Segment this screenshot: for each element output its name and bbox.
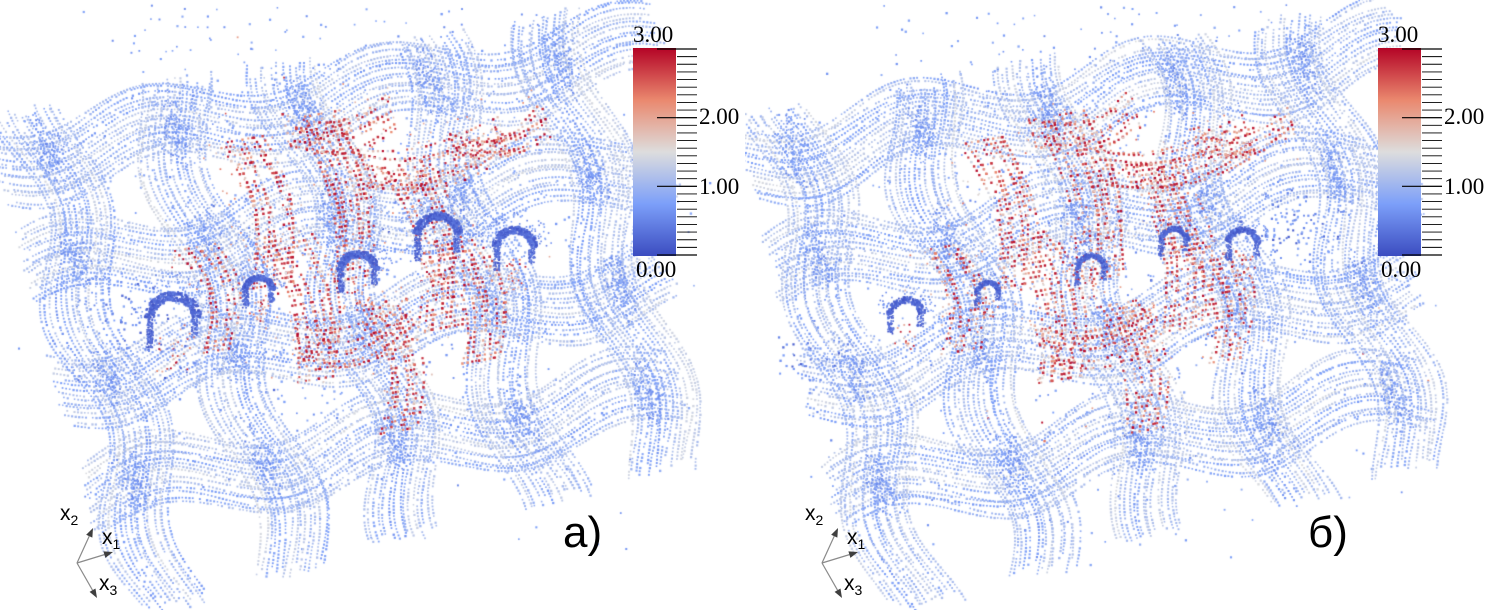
colorbar-tick-label-1: 1.00 [1444,174,1485,199]
panel-a: 3.00 2.00 1.00 0.00 x2 x1 x3 а) [0,0,745,610]
axis-label-x3: x3 [99,572,118,599]
colorbar-b: 3.00 2.00 1.00 0.00 [1378,22,1490,288]
colorbar-tick-label-2: 2.00 [1444,104,1485,129]
panel-caption-a: а) [563,508,603,557]
colorbar-tick-label-0: 0.00 [1381,257,1422,282]
axis-label-x2: x2 [805,502,824,529]
axis-label-x2: x2 [60,502,79,529]
colorbar-ticks [1402,48,1442,256]
colorbar-ticks [657,48,697,256]
colorbar-gradient [633,48,676,256]
colorbar-tick-label-0: 0.00 [636,257,677,282]
pointcloud-canvas-b [745,0,1490,610]
panel-caption-b: б) [1308,508,1348,557]
axis-triad [76,528,113,598]
axis-triad [821,528,858,598]
pointcloud-canvas-a [0,0,745,610]
colorbar-tick-label-3: 3.00 [633,22,674,47]
colorbar-tick-label-3: 3.00 [1378,22,1419,47]
colorbar-tick-label-1: 1.00 [699,174,740,199]
axis-label-x1: x1 [847,526,866,553]
axis-label-x3: x3 [844,572,863,599]
axis-label-x1: x1 [102,526,121,553]
panel-b: 3.00 2.00 1.00 0.00 x2 x1 x3 б) [745,0,1490,610]
colorbar-tick-label-2: 2.00 [699,104,740,129]
colorbar-gradient [1378,48,1421,256]
colorbar-a: 3.00 2.00 1.00 0.00 [633,22,748,288]
